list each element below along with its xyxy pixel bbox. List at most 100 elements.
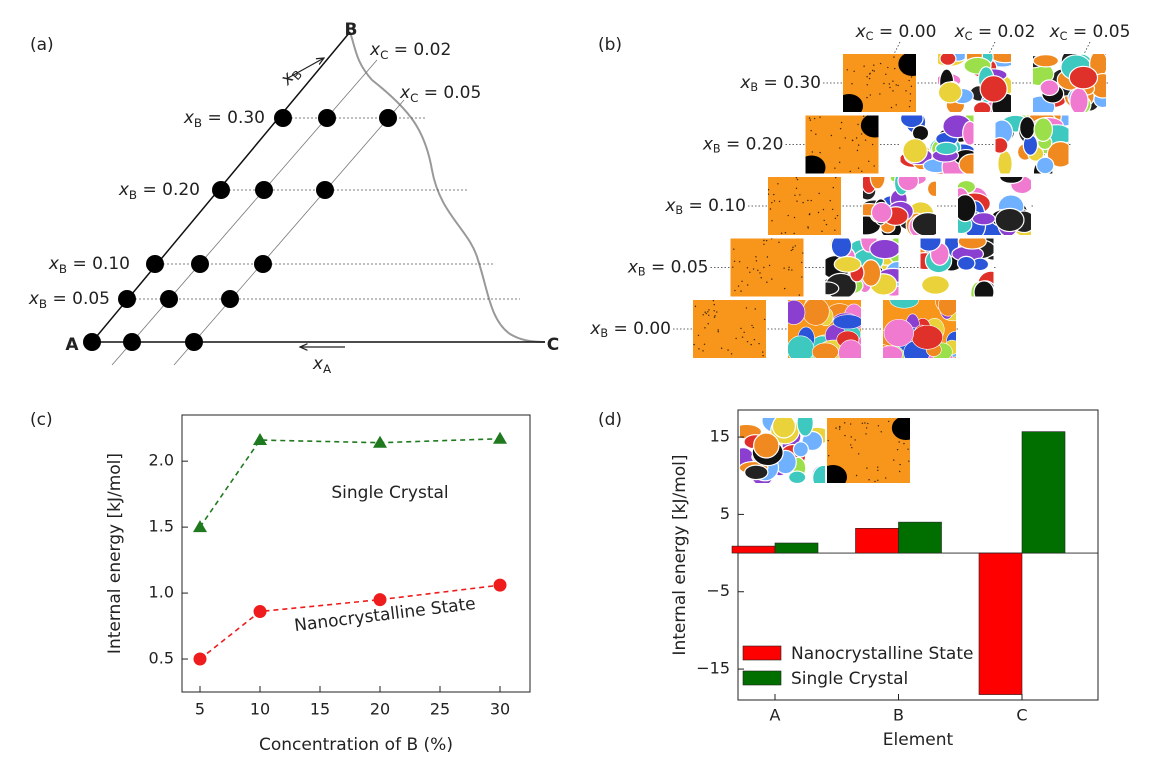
speck bbox=[811, 151, 814, 153]
speck bbox=[730, 353, 733, 355]
symbol: x bbox=[312, 354, 324, 374]
speck bbox=[733, 248, 735, 250]
speck bbox=[838, 428, 841, 430]
grain bbox=[802, 300, 830, 326]
speck bbox=[867, 422, 869, 425]
grain bbox=[883, 318, 914, 347]
bar bbox=[731, 545, 776, 554]
grain bbox=[997, 149, 1013, 174]
speck bbox=[787, 214, 789, 217]
grain bbox=[833, 255, 862, 273]
speck bbox=[788, 269, 790, 271]
speck bbox=[880, 431, 882, 433]
grain bbox=[995, 137, 1009, 154]
grain bbox=[869, 177, 886, 190]
x-tick-label: 5 bbox=[195, 700, 205, 719]
speck bbox=[874, 480, 876, 483]
speck bbox=[768, 264, 771, 267]
speck bbox=[791, 269, 793, 271]
panel-label: (b) bbox=[598, 35, 622, 55]
subscript: A bbox=[323, 362, 332, 376]
y-tick-label: 1.0 bbox=[149, 583, 174, 602]
speck bbox=[866, 467, 868, 469]
y-tick-label: 2.0 bbox=[149, 451, 174, 470]
speck bbox=[746, 340, 749, 343]
speck bbox=[809, 119, 812, 121]
micrograph bbox=[788, 300, 861, 358]
speck bbox=[757, 269, 759, 272]
grain bbox=[938, 81, 963, 104]
panel-label: (a) bbox=[30, 35, 54, 55]
symbol: x bbox=[399, 83, 411, 103]
micrograph-content bbox=[920, 238, 994, 297]
speck bbox=[783, 287, 786, 290]
speck bbox=[868, 73, 871, 75]
speck bbox=[743, 331, 745, 333]
speck bbox=[866, 96, 868, 99]
speck bbox=[716, 311, 718, 313]
speck bbox=[861, 422, 864, 424]
grain bbox=[788, 470, 807, 483]
speck bbox=[873, 70, 875, 72]
corner-label: C bbox=[547, 335, 559, 355]
speck bbox=[864, 139, 867, 141]
blob bbox=[805, 155, 826, 174]
speck bbox=[796, 200, 798, 202]
composition-label: xC = 0.02 bbox=[369, 40, 451, 62]
subscript: B bbox=[675, 204, 683, 217]
symbol: x bbox=[369, 40, 381, 60]
speck bbox=[798, 294, 801, 296]
phase-boundary bbox=[349, 31, 546, 343]
grain bbox=[811, 342, 839, 358]
speck bbox=[866, 84, 868, 86]
speck bbox=[765, 239, 768, 242]
micrograph bbox=[920, 238, 994, 297]
speck bbox=[766, 281, 768, 283]
grain bbox=[973, 280, 994, 297]
speck bbox=[758, 342, 760, 345]
speck bbox=[836, 214, 839, 217]
micrograph-content bbox=[730, 238, 804, 297]
label-text: = 0.05 bbox=[47, 289, 110, 309]
arrow-xb bbox=[287, 58, 324, 79]
micrograph bbox=[1033, 54, 1106, 112]
subscript: B bbox=[713, 143, 721, 156]
speck bbox=[860, 133, 863, 135]
speck bbox=[763, 318, 766, 321]
label-text: = 0.10 bbox=[67, 254, 130, 274]
axis-title: Element bbox=[883, 730, 954, 750]
speck bbox=[855, 474, 858, 477]
speck bbox=[740, 290, 742, 292]
micrograph-content bbox=[805, 115, 879, 174]
grain bbox=[957, 238, 987, 250]
symbol: x bbox=[1049, 22, 1061, 42]
speck bbox=[822, 208, 825, 211]
speck bbox=[815, 133, 817, 135]
speck bbox=[895, 104, 897, 106]
speck bbox=[793, 216, 796, 219]
label-text: = 0.00 bbox=[873, 22, 936, 42]
speck bbox=[899, 463, 901, 466]
speck bbox=[760, 277, 762, 279]
speck bbox=[702, 350, 704, 352]
symbol: x bbox=[118, 180, 130, 200]
speck bbox=[809, 213, 811, 215]
y-tick-label: 0.5 bbox=[149, 649, 174, 668]
y-tick-label: 5 bbox=[720, 504, 730, 523]
marker bbox=[493, 431, 507, 444]
speck bbox=[893, 56, 895, 58]
grain bbox=[1033, 54, 1060, 68]
speck bbox=[834, 229, 836, 231]
speck bbox=[819, 151, 821, 154]
composition-label: xB = 0.10 bbox=[48, 254, 130, 276]
speck bbox=[735, 337, 737, 340]
speck bbox=[843, 422, 846, 424]
speck bbox=[707, 323, 709, 325]
speck bbox=[856, 149, 859, 152]
subscript: B bbox=[194, 116, 202, 130]
x-tick-label: 20 bbox=[370, 700, 390, 719]
bar bbox=[978, 552, 1023, 695]
composition-point bbox=[221, 290, 239, 308]
composition-point bbox=[118, 290, 136, 308]
